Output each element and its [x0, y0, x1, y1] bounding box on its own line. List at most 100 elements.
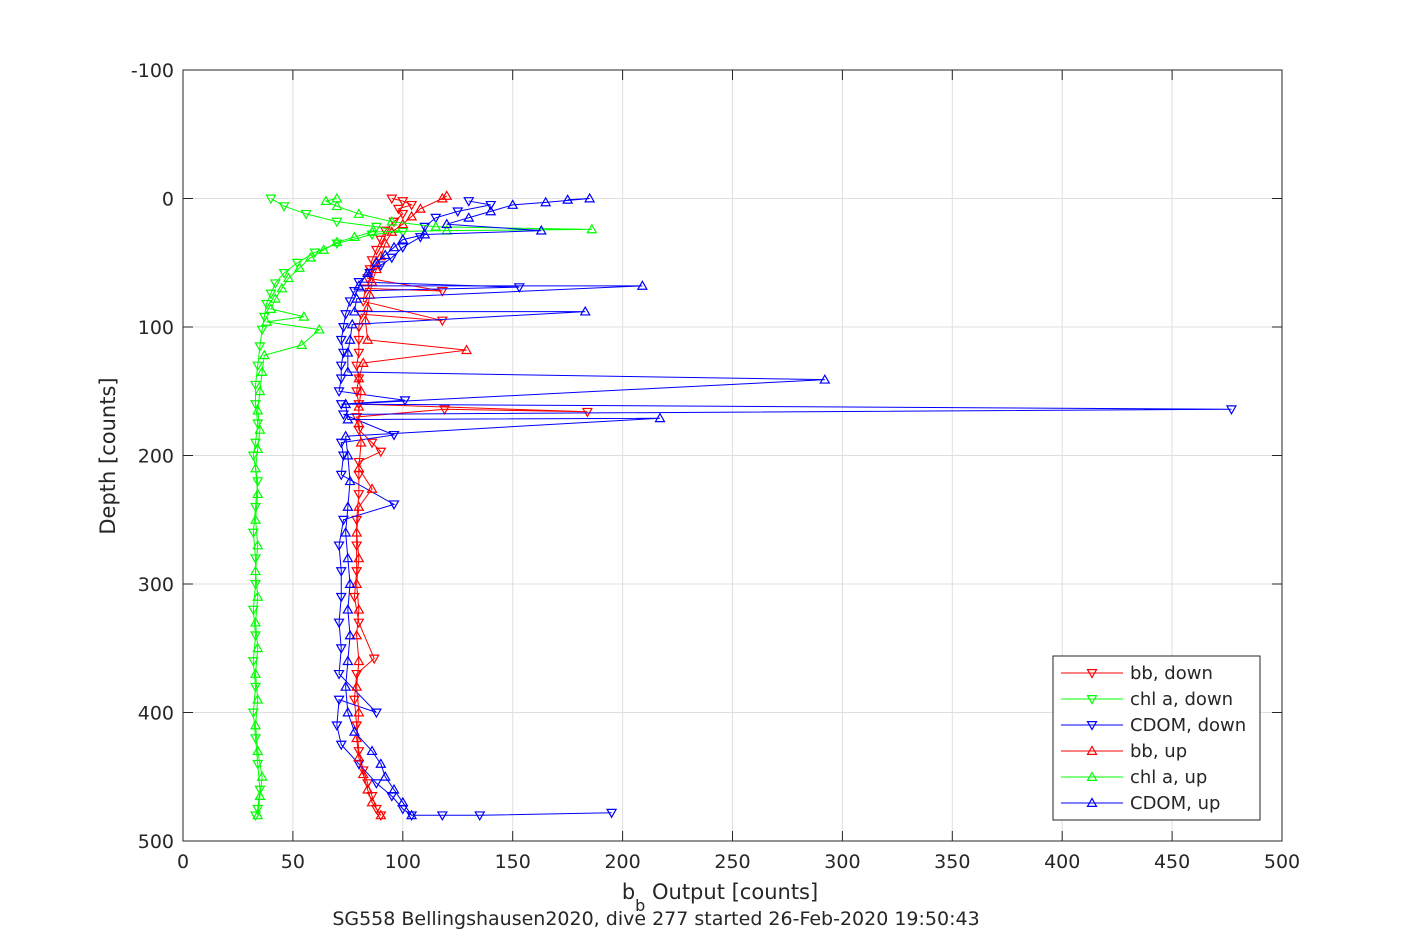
data-point	[584, 192, 596, 203]
legend-box	[1052, 655, 1261, 821]
data-point	[353, 706, 365, 717]
data-point	[313, 323, 325, 334]
data-point	[362, 779, 374, 789]
data-point	[606, 808, 618, 819]
data-point	[340, 681, 352, 691]
data-point	[320, 195, 332, 206]
data-point	[474, 811, 486, 822]
data-point	[353, 335, 365, 346]
data-point	[250, 811, 262, 822]
y-tick-label: 500	[138, 831, 174, 853]
data-point	[366, 256, 378, 266]
data-point	[247, 528, 259, 539]
data-point	[335, 740, 347, 751]
data-point	[351, 732, 363, 743]
data-point	[337, 323, 349, 333]
data-point	[335, 374, 347, 385]
data-point	[436, 811, 448, 822]
data-point	[379, 237, 391, 248]
legend-marker	[1086, 669, 1098, 679]
data-point	[406, 809, 418, 820]
data-point	[355, 436, 367, 447]
series-line	[345, 198, 825, 816]
ticks: 0 50 100 150 200 250 300 350 400 450 500 -100 0 100 20…	[131, 60, 1300, 873]
data-point	[335, 592, 347, 603]
data-point	[351, 681, 363, 691]
data-point	[247, 605, 259, 616]
data-point	[250, 719, 262, 730]
data-point	[331, 721, 343, 732]
data-point	[581, 407, 593, 418]
caption: SG558 Bellingshausen2020, dive 277 start…	[332, 908, 979, 930]
data-point	[304, 251, 317, 262]
series-4	[250, 192, 598, 820]
data-point	[375, 447, 387, 458]
data-point	[276, 282, 288, 293]
series-line	[252, 198, 403, 816]
data-point	[379, 771, 391, 781]
data-point	[353, 501, 365, 511]
data-point	[351, 669, 363, 680]
legend-entry: bb, down	[1061, 663, 1213, 684]
series-layer	[247, 190, 1237, 822]
data-point	[370, 257, 382, 267]
data-point	[366, 226, 378, 236]
legend-entry: CDOM, up	[1061, 793, 1220, 814]
data-point	[368, 654, 380, 665]
data-point	[337, 451, 349, 462]
data-point	[342, 449, 354, 460]
data-point	[335, 470, 347, 481]
x-tick-label: 300	[824, 851, 860, 873]
data-point	[254, 424, 266, 434]
data-point	[351, 541, 363, 552]
y-tick-label: 200	[138, 446, 174, 468]
data-point	[406, 210, 418, 221]
data-point	[300, 209, 312, 220]
data-point	[333, 387, 345, 397]
data-point	[636, 280, 648, 290]
data-point	[351, 515, 363, 526]
legend-marker	[1086, 721, 1098, 731]
data-point	[342, 346, 354, 357]
data-point	[392, 204, 404, 215]
data-point	[335, 567, 347, 577]
data-point	[375, 250, 387, 261]
data-point	[351, 721, 363, 732]
data-point	[351, 578, 363, 588]
legend-marker	[1086, 797, 1098, 807]
data-point	[342, 366, 354, 376]
data-point	[250, 462, 262, 473]
x-tick-label: 200	[604, 851, 640, 873]
data-point	[353, 603, 365, 614]
data-point	[353, 747, 365, 757]
x-tick-label: 350	[934, 851, 970, 873]
data-point	[331, 192, 343, 203]
data-point	[388, 430, 400, 441]
y-tick-label: 400	[138, 703, 174, 725]
data-point	[346, 318, 358, 329]
data-point	[335, 644, 347, 654]
data-point	[540, 196, 552, 207]
data-point	[342, 603, 354, 614]
x-tick-label: 0	[177, 851, 189, 873]
data-point	[340, 430, 352, 441]
legend-marker	[1086, 695, 1098, 705]
data-point	[353, 552, 365, 563]
data-point	[333, 695, 345, 706]
x-tick-label: 400	[1044, 851, 1080, 873]
legend-label: bb, up	[1130, 741, 1187, 762]
data-point	[357, 357, 369, 367]
data-point	[342, 655, 354, 666]
data-point	[436, 192, 448, 203]
data-point	[397, 227, 409, 238]
data-point	[375, 758, 387, 768]
data-point	[535, 224, 547, 235]
data-point	[250, 734, 262, 744]
data-point	[397, 796, 409, 807]
data-point	[386, 215, 398, 226]
data-point	[654, 412, 666, 423]
data-point	[256, 325, 268, 336]
data-point	[353, 618, 365, 629]
data-point	[388, 500, 400, 511]
x-tick-label: 450	[1154, 851, 1190, 873]
